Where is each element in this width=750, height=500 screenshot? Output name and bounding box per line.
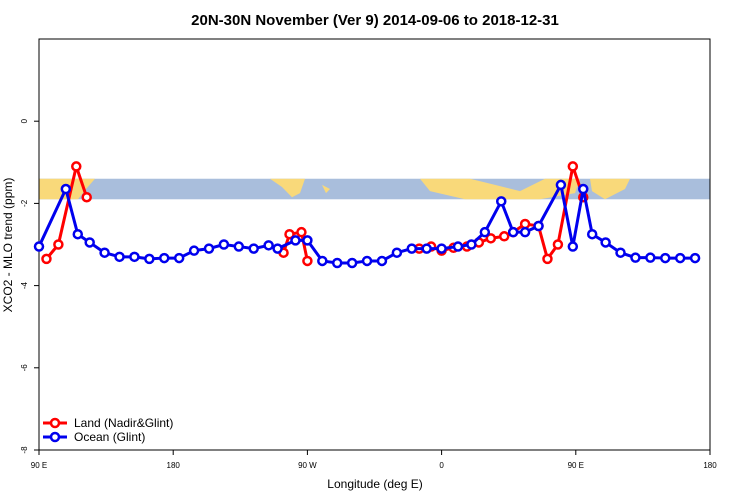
legend-marker-land xyxy=(49,417,61,429)
data-point xyxy=(615,247,626,258)
data-point xyxy=(361,255,373,267)
data-point xyxy=(248,243,259,254)
data-point xyxy=(81,191,92,203)
data-point xyxy=(302,235,313,246)
data-point xyxy=(41,253,52,265)
data-point xyxy=(391,247,403,258)
y-axis-label: XCO2 - MLO trend (ppm) xyxy=(1,178,15,313)
data-point xyxy=(552,239,564,250)
legend-label-land: Land (Nadir&Glint) xyxy=(74,416,173,430)
y-tick-label: -8 xyxy=(20,446,29,454)
data-point xyxy=(71,161,82,172)
data-point xyxy=(290,235,301,246)
data-point xyxy=(33,241,45,252)
data-point xyxy=(173,252,185,264)
data-point xyxy=(284,228,295,240)
y-tick-label: -4 xyxy=(20,281,29,289)
data-point xyxy=(60,183,72,195)
data-point xyxy=(555,179,567,191)
data-point xyxy=(296,226,307,238)
data-point xyxy=(114,251,125,263)
data-point xyxy=(542,253,553,265)
data-point xyxy=(519,226,531,238)
data-point xyxy=(53,239,64,250)
y-axis: 0 -2 -4 -6 -8 xyxy=(20,118,39,454)
data-point xyxy=(578,183,589,195)
data-point xyxy=(660,252,671,264)
data-point xyxy=(129,251,140,263)
land-band xyxy=(39,178,630,200)
y-tick-label: -6 xyxy=(20,364,29,372)
data-point xyxy=(645,252,656,263)
data-point xyxy=(495,196,507,207)
x-tick-label: 0 xyxy=(439,461,444,470)
x-axis: 90 E 180 90 W 0 90 E 180 xyxy=(31,450,717,470)
x-tick-label: 90 E xyxy=(31,461,47,470)
data-point xyxy=(203,243,215,254)
y-tick-label: -2 xyxy=(20,199,29,207)
data-point xyxy=(567,241,579,252)
series-layer xyxy=(33,161,701,269)
legend-label-ocean: Ocean (Glint) xyxy=(74,430,145,444)
data-point xyxy=(466,239,477,250)
data-point xyxy=(331,257,343,269)
data-point xyxy=(507,226,519,238)
data-point xyxy=(519,218,531,230)
legend-marker-ocean xyxy=(49,431,61,443)
data-point xyxy=(533,220,544,232)
data-point xyxy=(498,231,510,242)
series-line xyxy=(45,164,89,260)
x-tick-label: 90 E xyxy=(568,461,584,470)
x-tick-label: 180 xyxy=(703,461,717,470)
data-point xyxy=(421,243,432,254)
data-point xyxy=(479,226,491,238)
series-line xyxy=(37,183,696,265)
data-point xyxy=(99,247,110,258)
data-point xyxy=(272,243,283,254)
data-point xyxy=(72,228,84,240)
data-point xyxy=(302,255,313,267)
data-point xyxy=(233,241,245,252)
data-point xyxy=(406,243,418,254)
data-point xyxy=(436,243,447,254)
data-point xyxy=(376,255,388,267)
x-tick-label: 90 W xyxy=(298,461,317,470)
data-point xyxy=(159,252,170,264)
data-point xyxy=(600,237,611,248)
legend: Land (Nadir&Glint) Ocean (Glint) xyxy=(43,416,173,444)
data-point xyxy=(630,252,641,263)
chart-title: 20N-30N November (Ver 9) 2014-09-06 to 2… xyxy=(191,12,559,29)
data-point xyxy=(567,161,579,172)
legend-item-ocean: Ocean (Glint) xyxy=(43,430,145,444)
data-point xyxy=(689,252,701,264)
legend-item-land: Land (Nadir&Glint) xyxy=(43,416,173,430)
data-point xyxy=(317,255,328,267)
data-point xyxy=(263,240,274,251)
background-band xyxy=(39,178,710,200)
data-point xyxy=(674,252,686,264)
x-axis-label: Longitude (deg E) xyxy=(327,477,422,491)
data-point xyxy=(452,241,464,252)
data-point xyxy=(346,257,358,269)
data-point xyxy=(84,237,95,248)
data-point xyxy=(144,253,155,265)
y-tick-label: 0 xyxy=(20,118,29,123)
data-point xyxy=(586,228,598,240)
x-tick-label: 180 xyxy=(167,461,181,470)
data-point xyxy=(188,245,200,256)
data-point xyxy=(218,239,230,250)
series-ocean xyxy=(33,179,701,269)
data-point xyxy=(485,233,497,244)
